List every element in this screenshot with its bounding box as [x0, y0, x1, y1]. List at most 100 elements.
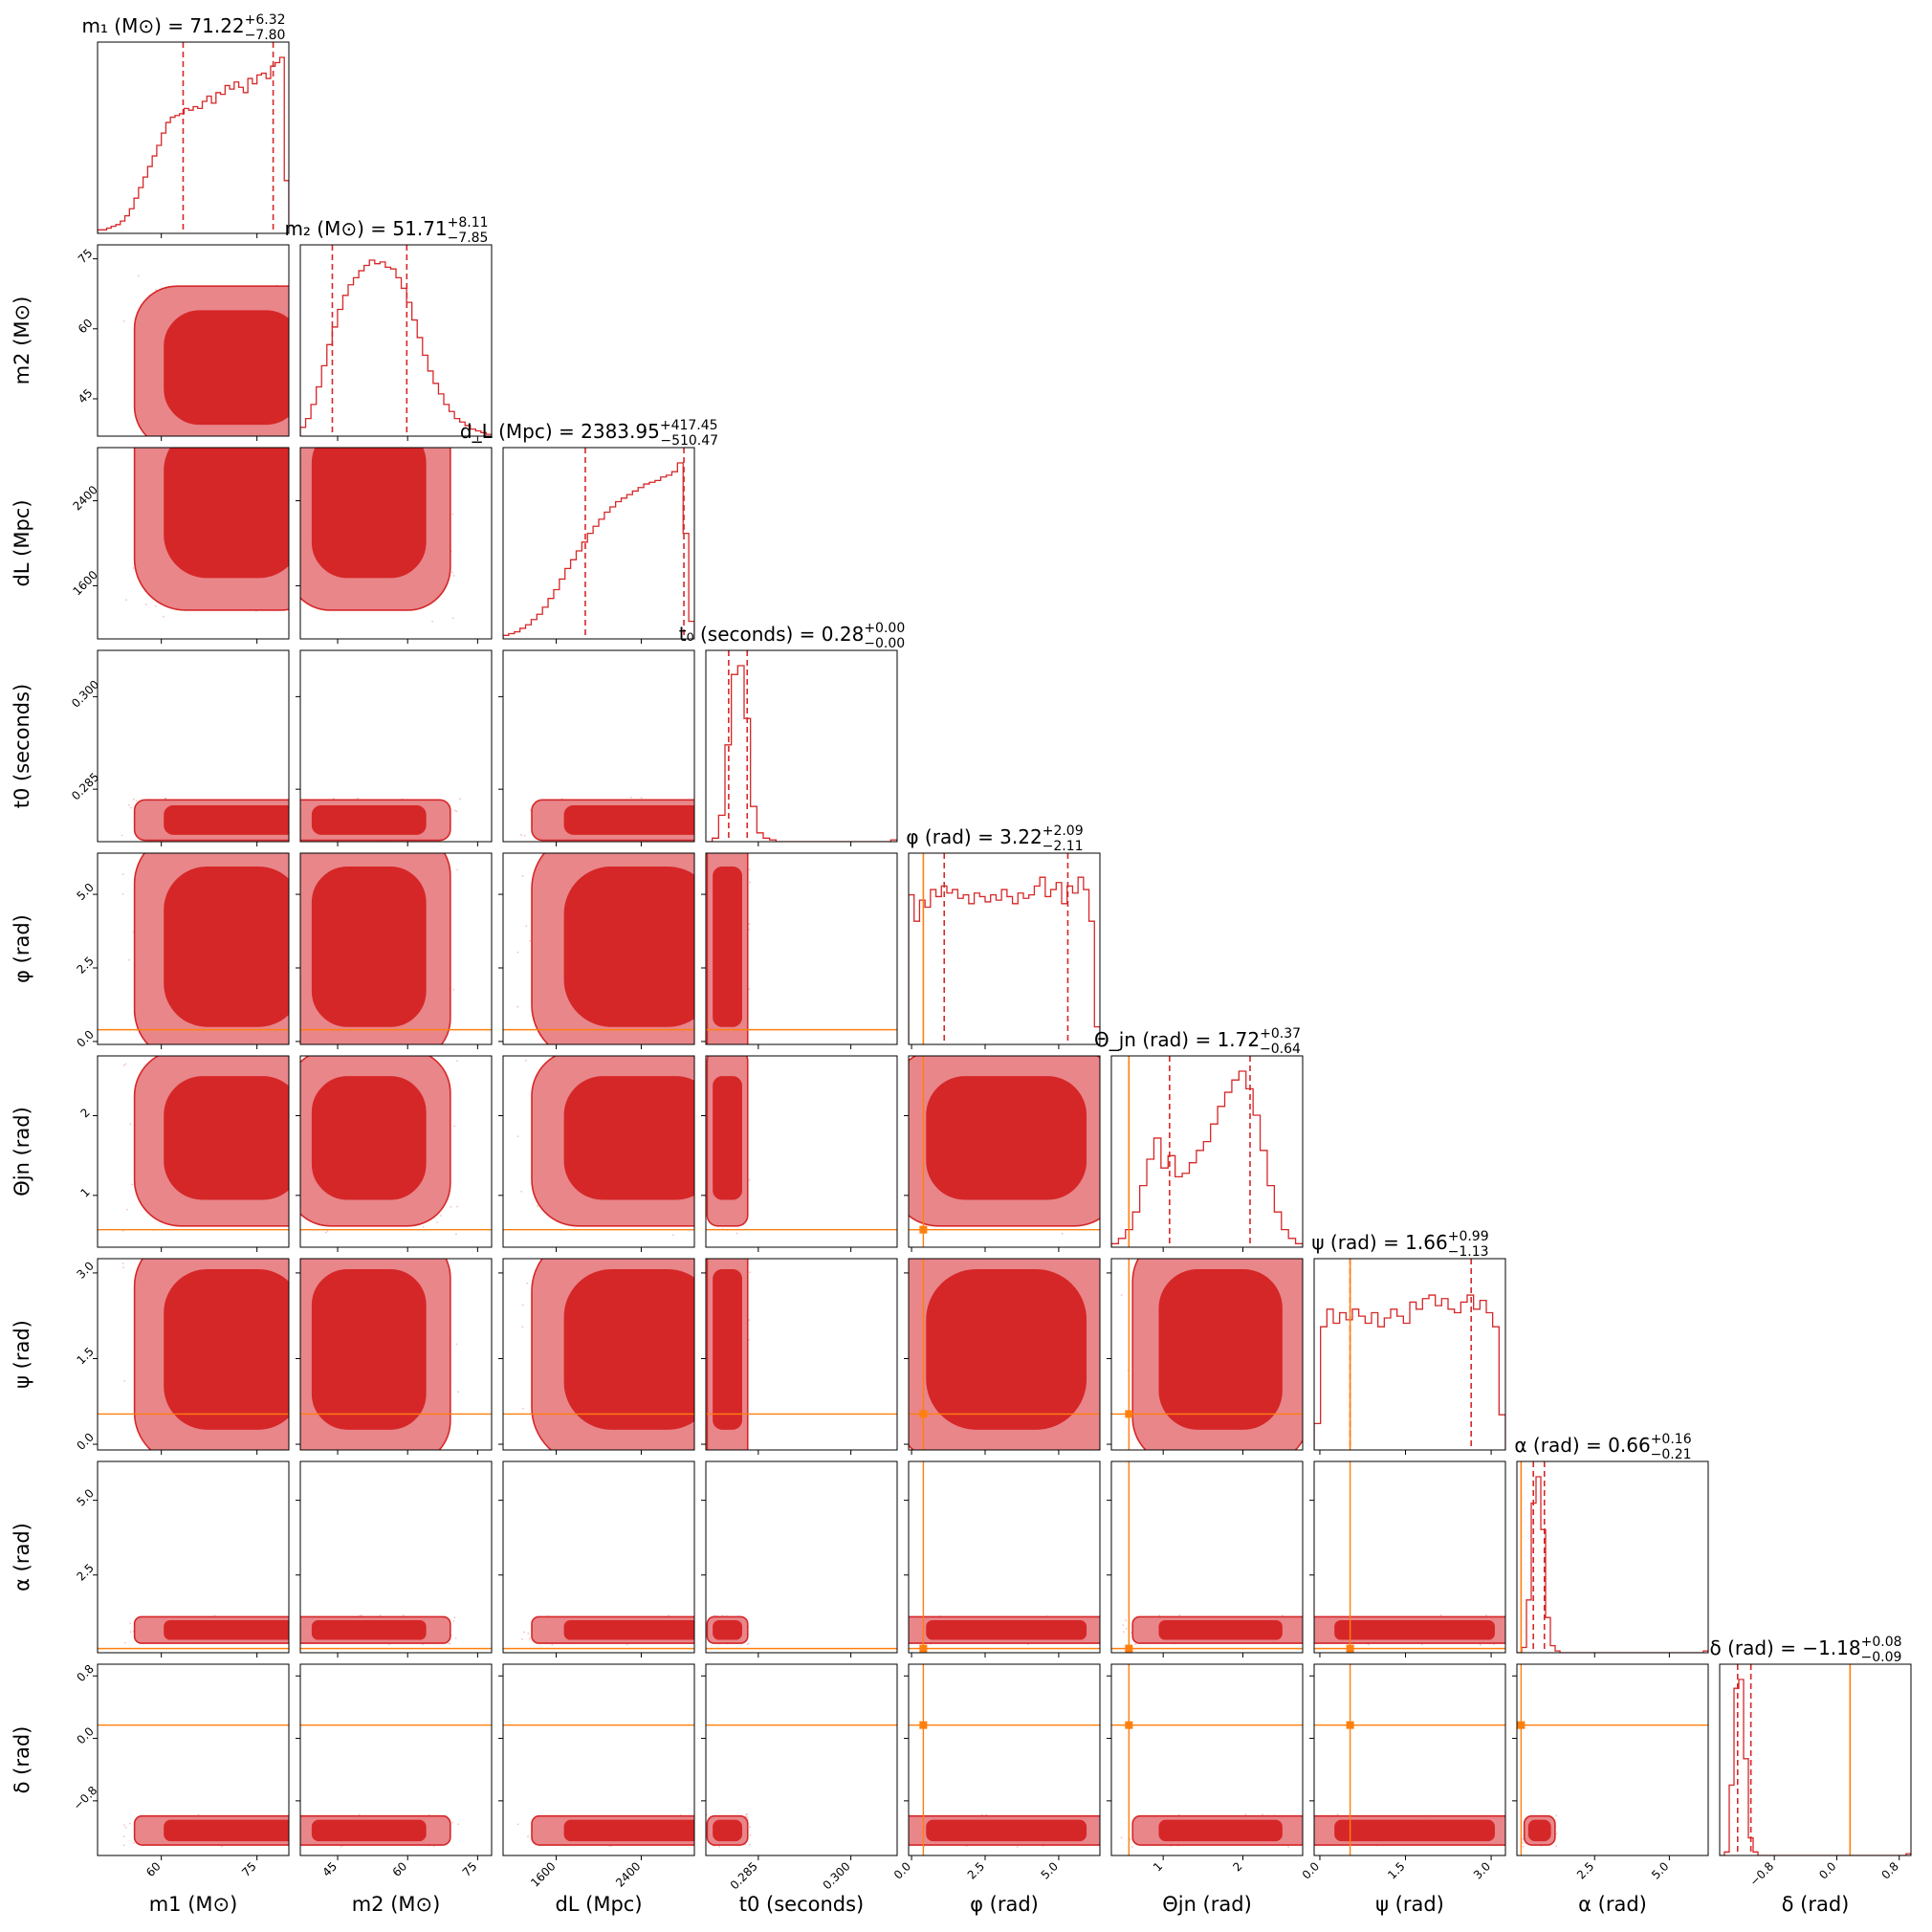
sample-point: [205, 1455, 207, 1457]
sample-point: [448, 1642, 450, 1645]
x-axis-label-dL: dL (Mpc): [555, 1893, 642, 1916]
sample-point: [910, 1469, 911, 1471]
sample-point: [696, 902, 698, 904]
contour-inner: [164, 448, 289, 579]
sample-point: [291, 1357, 293, 1359]
sample-point: [455, 1343, 458, 1346]
title-plus: +417.45: [660, 418, 718, 433]
sample-point: [1107, 1626, 1109, 1628]
sample-point: [889, 1372, 891, 1373]
sample-point: [1113, 1617, 1115, 1619]
sample-point: [711, 1051, 713, 1053]
sample-point: [457, 1391, 460, 1394]
sample-point: [1239, 1243, 1240, 1245]
sample-point: [128, 803, 130, 806]
sample-point: [1129, 1452, 1131, 1454]
x-tick-label-t0: 0.285: [728, 1859, 760, 1892]
sample-point: [551, 1643, 554, 1646]
title-plus: +0.99: [1448, 1229, 1489, 1244]
panel-alpha-vs-m2: [296, 1460, 493, 1658]
sample-point: [904, 1846, 906, 1848]
sample-point: [1130, 1838, 1131, 1841]
sample-point: [307, 336, 309, 338]
panel-delta-vs-m2: 45 60 75: [293, 1663, 493, 1879]
panel-frame: [502, 1460, 695, 1654]
sample-point: [749, 826, 751, 828]
sample-point: [122, 1064, 125, 1066]
sample-point: [1118, 1837, 1120, 1839]
sample-point: [755, 1621, 757, 1623]
sample-point: [125, 599, 127, 602]
sample-point: [342, 399, 344, 401]
x-axis-label-phi: φ (rad): [970, 1893, 1039, 1916]
sample-point: [1016, 1846, 1019, 1848]
title-minus: −0.21: [1651, 1447, 1692, 1462]
sample-point: [296, 1831, 297, 1833]
sample-point: [575, 1250, 577, 1252]
sample-point: [521, 1304, 524, 1306]
sample-point: [369, 1465, 371, 1467]
sample-point: [1120, 1836, 1123, 1839]
sample-point: [626, 1643, 628, 1646]
sample-point: [528, 939, 531, 942]
panel-dL-vs-m2: [296, 384, 493, 644]
sample-point: [323, 1846, 325, 1848]
sample-point: [1107, 1353, 1109, 1355]
sample-point: [746, 1816, 749, 1819]
sample-point: [290, 961, 292, 963]
sample-point: [725, 843, 727, 845]
sample-point: [1061, 1232, 1064, 1235]
x-tick-label-m2: 45: [319, 1859, 340, 1879]
sample-point: [1317, 1419, 1319, 1421]
sample-point: [292, 1010, 294, 1012]
sample-point: [445, 1245, 447, 1247]
sample-point: [297, 1123, 299, 1125]
contour-inner: [563, 1269, 694, 1430]
sample-point: [305, 1256, 307, 1258]
sample-point: [1479, 1643, 1482, 1646]
sample-point: [1122, 1236, 1124, 1238]
sample-point: [755, 1814, 757, 1816]
sample-point: [296, 982, 298, 984]
panel-frame: [1313, 1663, 1506, 1856]
panel-title-m1: m₁ (M⊙) = 71.22+6.32 −7.80: [81, 12, 285, 43]
sample-point: [659, 1231, 661, 1233]
sample-point: [749, 1622, 751, 1624]
sample-point: [1178, 1614, 1181, 1616]
panel-alpha-vs-theta_jn: [1107, 1460, 1304, 1658]
sample-point: [292, 810, 294, 812]
sample-point: [451, 617, 454, 620]
sample-point: [295, 823, 296, 824]
sample-point: [130, 806, 133, 809]
sample-point: [133, 1842, 135, 1844]
sample-point: [318, 438, 319, 440]
sample-point: [322, 434, 324, 436]
sample-point: [878, 1456, 880, 1458]
y-axis-label-phi: φ (rad): [11, 914, 33, 983]
sample-point: [1308, 1632, 1310, 1634]
sample-point: [293, 1827, 295, 1829]
sample-point: [620, 1253, 622, 1255]
sample-point: [452, 988, 455, 991]
sample-point: [516, 1005, 519, 1008]
sample-point: [374, 1463, 376, 1465]
title-plus: +0.16: [1651, 1432, 1692, 1447]
sample-point: [290, 526, 292, 528]
sample-point: [283, 1240, 285, 1241]
panel-t0-vs-dL: [498, 649, 695, 846]
sample-point: [520, 1190, 523, 1193]
panel-frame: [1110, 1663, 1304, 1856]
sample-point: [1555, 1814, 1558, 1817]
sample-point: [1108, 1116, 1109, 1118]
panel-frame: [705, 852, 898, 1045]
sample-point: [697, 1028, 699, 1030]
sample-point: [391, 384, 393, 385]
sample-point: [905, 1102, 907, 1104]
contour-inner: [1527, 1819, 1551, 1842]
x-tick-label-psi: 3.0: [1471, 1859, 1493, 1881]
histogram-m2: [300, 259, 492, 436]
y-axis-label-alpha: α (rad): [11, 1523, 33, 1592]
sample-point: [456, 868, 459, 871]
sample-point: [749, 1615, 751, 1617]
injection-marker: [919, 1721, 928, 1729]
